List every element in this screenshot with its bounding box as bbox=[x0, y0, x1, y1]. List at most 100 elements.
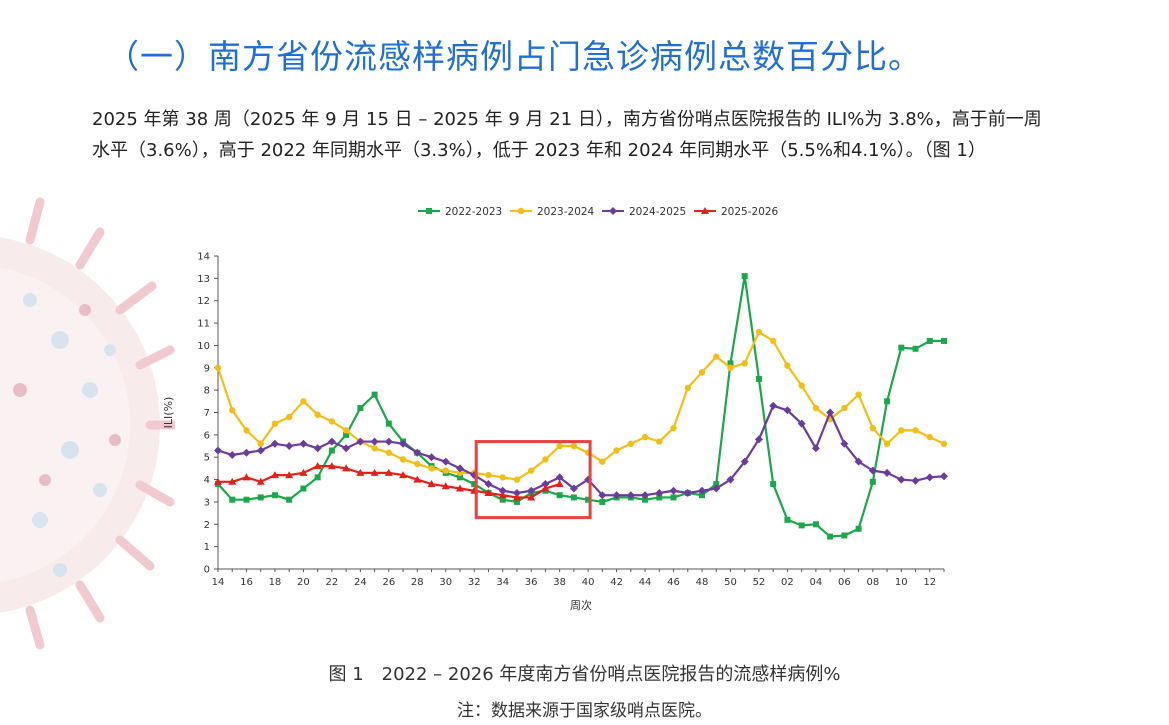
data-point bbox=[713, 353, 720, 360]
y-tick-label: 8 bbox=[204, 386, 210, 397]
data-point bbox=[356, 437, 365, 446]
data-point bbox=[328, 418, 336, 425]
data-point bbox=[457, 474, 463, 481]
data-point bbox=[313, 444, 322, 453]
series-2025-2026 bbox=[214, 462, 564, 501]
y-axis-label: ILI(%) bbox=[162, 397, 175, 429]
data-point bbox=[286, 496, 293, 503]
data-point bbox=[512, 493, 521, 501]
data-point bbox=[371, 445, 378, 452]
data-point bbox=[527, 467, 535, 474]
data-point bbox=[256, 446, 265, 455]
data-point bbox=[498, 491, 507, 499]
data-point bbox=[898, 344, 905, 351]
data-point bbox=[754, 435, 763, 444]
x-tick-label: 14 bbox=[212, 577, 225, 588]
data-point bbox=[642, 496, 649, 503]
x-tick-label: 06 bbox=[838, 577, 851, 588]
data-point bbox=[869, 478, 876, 485]
legend-label: 2024-2025 bbox=[629, 206, 686, 218]
y-tick-label: 12 bbox=[197, 296, 210, 307]
data-point bbox=[569, 484, 578, 493]
data-point bbox=[884, 398, 891, 405]
data-point bbox=[357, 405, 364, 412]
data-point bbox=[471, 481, 478, 488]
y-tick-label: 11 bbox=[197, 319, 210, 330]
data-point bbox=[883, 468, 892, 477]
data-point bbox=[300, 398, 307, 405]
y-tick-label: 13 bbox=[197, 274, 210, 285]
data-point bbox=[683, 488, 692, 497]
data-point bbox=[342, 427, 350, 434]
data-point bbox=[713, 481, 720, 488]
data-point bbox=[740, 457, 749, 466]
data-point bbox=[342, 464, 351, 472]
data-point bbox=[498, 486, 507, 495]
data-point bbox=[499, 496, 506, 503]
data-point bbox=[214, 477, 222, 485]
data-point bbox=[684, 384, 691, 392]
data-point bbox=[627, 440, 635, 447]
data-point bbox=[441, 482, 450, 490]
data-point bbox=[484, 488, 493, 496]
x-tick-label: 02 bbox=[781, 577, 794, 588]
data-point bbox=[327, 462, 336, 470]
data-point bbox=[399, 456, 407, 463]
data-point bbox=[270, 471, 279, 479]
data-point bbox=[598, 491, 607, 500]
data-point bbox=[370, 468, 379, 476]
data-point bbox=[811, 444, 820, 453]
data-point bbox=[841, 532, 848, 539]
data-point bbox=[399, 439, 408, 448]
data-point bbox=[784, 362, 791, 369]
data-point bbox=[413, 475, 422, 483]
data-point bbox=[855, 525, 862, 532]
x-tick-label: 44 bbox=[639, 577, 652, 588]
x-tick-label: 08 bbox=[866, 577, 879, 588]
data-point bbox=[228, 477, 237, 485]
y-tick-label: 1 bbox=[204, 542, 210, 553]
highlight-box bbox=[474, 440, 592, 520]
data-point bbox=[798, 382, 805, 389]
data-point bbox=[384, 468, 393, 476]
legend-marker bbox=[609, 207, 617, 215]
data-point bbox=[271, 492, 278, 499]
data-point bbox=[257, 440, 264, 447]
data-point bbox=[371, 391, 378, 398]
data-point bbox=[556, 492, 563, 499]
legend-item-2025-2026: 2025-2026 bbox=[694, 206, 779, 218]
data-point bbox=[655, 488, 664, 497]
data-point bbox=[769, 401, 778, 410]
data-point bbox=[826, 408, 835, 417]
data-point bbox=[513, 476, 521, 483]
data-point bbox=[428, 465, 435, 472]
data-point bbox=[257, 494, 264, 501]
data-point bbox=[384, 437, 393, 446]
data-point bbox=[812, 521, 819, 528]
data-point bbox=[271, 420, 279, 427]
x-tick-label: 46 bbox=[667, 577, 680, 588]
data-point bbox=[413, 448, 422, 457]
legend-marker bbox=[517, 207, 525, 215]
legend-item-2022-2023: 2022-2023 bbox=[418, 206, 502, 218]
data-point bbox=[456, 484, 464, 492]
x-tick-label: 40 bbox=[582, 577, 595, 588]
data-point bbox=[313, 462, 322, 470]
data-point bbox=[242, 473, 251, 481]
data-point bbox=[941, 337, 947, 344]
y-tick-label: 5 bbox=[204, 453, 210, 464]
figure-caption: 图 1 2022 – 2026 年度南方省份哨点医院报告的流感样病例% bbox=[328, 664, 841, 685]
data-point bbox=[499, 474, 506, 481]
data-point bbox=[229, 407, 236, 414]
data-point bbox=[855, 391, 862, 398]
x-axis-label: 周次 bbox=[570, 598, 592, 612]
series-line bbox=[216, 330, 945, 481]
data-point bbox=[527, 493, 536, 501]
data-point bbox=[299, 468, 308, 476]
x-tick-label: 32 bbox=[468, 577, 481, 588]
data-point bbox=[270, 439, 279, 448]
data-point bbox=[698, 486, 706, 495]
data-point bbox=[456, 464, 464, 473]
data-point bbox=[327, 437, 336, 446]
data-point bbox=[798, 522, 805, 529]
